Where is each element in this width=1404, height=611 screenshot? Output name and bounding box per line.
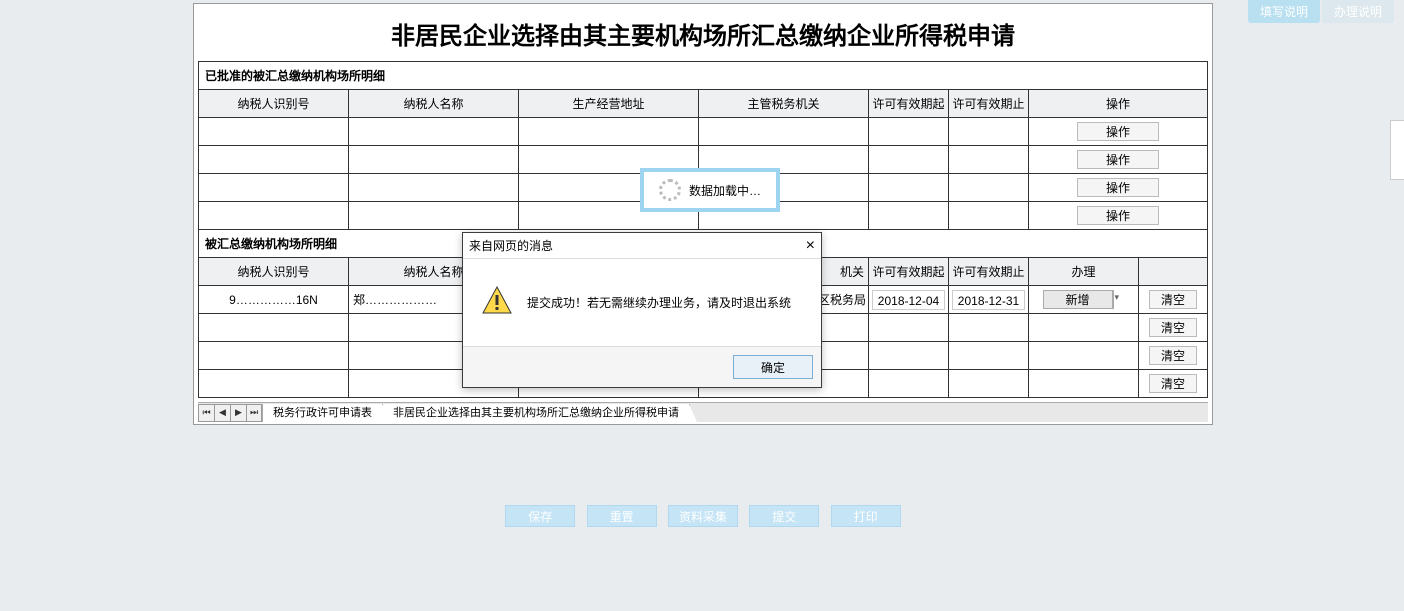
valid-to-input[interactable]: 2018-12-31 [952,290,1025,310]
top-tab-handle-instructions[interactable]: 办理说明 [1322,0,1394,23]
table-row: 操作 [199,118,1208,146]
spinner-icon [659,179,681,201]
col-valid-to: 许可有效期止 [949,90,1029,118]
submit-button[interactable]: 提交 [749,505,819,527]
cell-taxpayer-id: 9……………16N [199,286,349,314]
col-taxpayer-name: 纳税人名称 [349,90,519,118]
clear-button[interactable]: 清空 [1149,290,1197,309]
warning-icon [481,285,513,320]
page-title: 非居民企业选择由其主要机构场所汇总缴纳企业所得税申请 [194,4,1212,61]
loading-text: 数据加载中… [689,182,761,199]
col2-valid-from: 许可有效期起 [869,258,949,286]
col2-extra [1139,258,1208,286]
col2-valid-to: 许可有效期止 [949,258,1029,286]
nav-next-icon[interactable]: ▶ [230,404,246,422]
right-edge-panel [1390,120,1404,180]
col-taxpayer-id: 纳税人识别号 [199,90,349,118]
nav-prev-icon[interactable]: ◀ [214,404,230,422]
sheet-tab-application[interactable]: 税务行政许可申请表 [263,404,383,422]
clear-button[interactable]: 清空 [1149,318,1197,337]
close-icon[interactable]: × [806,237,815,255]
operate-button[interactable]: 操作 [1077,206,1159,225]
top-tab-fill-instructions[interactable]: 填写说明 [1248,0,1320,23]
operate-button[interactable]: 操作 [1077,178,1159,197]
alert-dialog: 来自网页的消息 × 提交成功！若无需继续办理业务，请及时退出系统 确定 [462,232,822,388]
add-button[interactable]: 新增 [1043,290,1113,309]
col-address: 生产经营地址 [519,90,699,118]
valid-from-input[interactable]: 2018-12-04 [872,290,945,310]
sheet-tabs: ⏮ ◀ ▶ ⏭ 税务行政许可申请表 非居民企业选择由其主要机构场所汇总缴纳企业所… [198,402,1208,422]
dialog-title: 来自网页的消息 [469,237,806,254]
section1-heading: 已批准的被汇总缴纳机构场所明细 [199,62,1208,90]
footer-buttons: 保存 重置 资料采集 提交 打印 [193,505,1213,527]
col2-handle: 办理 [1029,258,1139,286]
nav-first-icon[interactable]: ⏮ [198,404,214,422]
nav-last-icon[interactable]: ⏭ [246,404,262,422]
print-button[interactable]: 打印 [831,505,901,527]
col-valid-from: 许可有效期起 [869,90,949,118]
operate-button[interactable]: 操作 [1077,122,1159,141]
clear-button[interactable]: 清空 [1149,346,1197,365]
ok-button[interactable]: 确定 [733,355,813,379]
reset-button[interactable]: 重置 [587,505,657,527]
operate-button[interactable]: 操作 [1077,150,1159,169]
collect-button[interactable]: 资料采集 [668,505,738,527]
sheet-tab-main[interactable]: 非居民企业选择由其主要机构场所汇总缴纳企业所得税申请 [383,404,690,422]
col-action: 操作 [1029,90,1208,118]
col2-taxpayer-id: 纳税人识别号 [199,258,349,286]
dialog-message: 提交成功！若无需继续办理业务，请及时退出系统 [527,294,791,311]
col-authority: 主管税务机关 [699,90,869,118]
clear-button[interactable]: 清空 [1149,374,1197,393]
save-button[interactable]: 保存 [505,505,575,527]
loading-indicator: 数据加载中… [640,168,780,212]
add-dropdown-icon[interactable] [1113,290,1125,309]
